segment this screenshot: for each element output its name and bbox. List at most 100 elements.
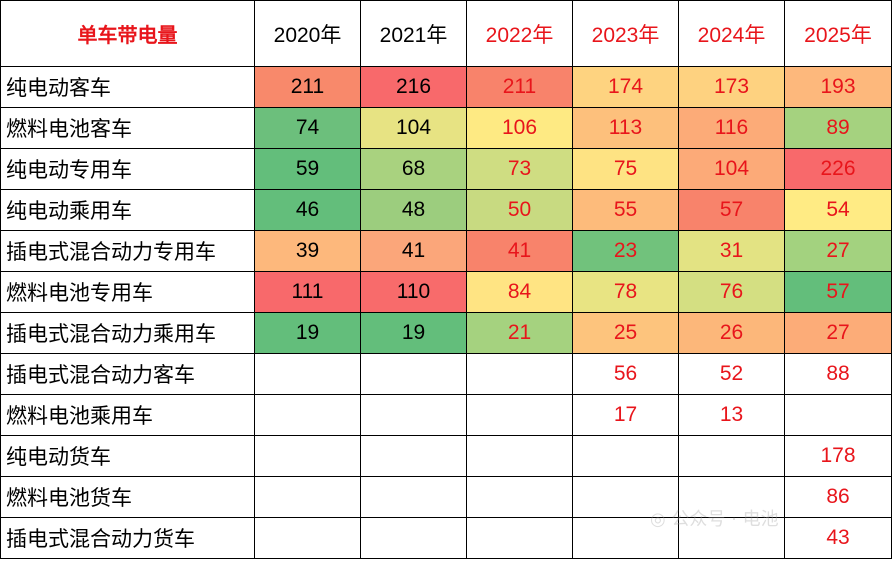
value-cell: 54 — [784, 189, 892, 231]
table-row: 燃料电池乘用车 17 13 — [0, 394, 892, 436]
value-cell: 110 — [360, 271, 467, 313]
value-cell: 68 — [360, 148, 467, 190]
value-cell — [254, 394, 361, 436]
row-label: 插电式混合动力乘用车 — [0, 312, 255, 354]
value-cell: 56 — [572, 353, 679, 395]
value-cell — [360, 517, 467, 559]
column-header-5: 2024年 — [678, 0, 785, 67]
value-cell: 39 — [254, 230, 361, 272]
row-label: 插电式混合动力客车 — [0, 353, 255, 395]
value-cell — [572, 517, 679, 559]
value-cell — [466, 517, 573, 559]
table-row: 纯电动乘用车 46 48 50 55 57 54 — [0, 189, 892, 231]
value-cell: 113 — [572, 107, 679, 149]
table-row: 纯电动客车 211 216 211 174 173 193 — [0, 66, 892, 108]
value-cell: 75 — [572, 148, 679, 190]
value-cell: 17 — [572, 394, 679, 436]
table-title: 单车带电量 — [0, 0, 255, 67]
value-cell — [254, 476, 361, 518]
value-cell — [360, 394, 467, 436]
value-cell: 27 — [784, 312, 892, 354]
value-cell: 26 — [678, 312, 785, 354]
value-cell: 193 — [784, 66, 892, 108]
value-cell: 104 — [678, 148, 785, 190]
value-cell: 226 — [784, 148, 892, 190]
value-cell: 31 — [678, 230, 785, 272]
value-cell: 116 — [678, 107, 785, 149]
value-cell: 21 — [466, 312, 573, 354]
value-cell: 86 — [784, 476, 892, 518]
value-cell: 174 — [572, 66, 679, 108]
row-label: 燃料电池乘用车 — [0, 394, 255, 436]
row-label: 燃料电池专用车 — [0, 271, 255, 313]
value-cell: 57 — [784, 271, 892, 313]
table-row: 燃料电池客车 74 104 106 113 116 89 — [0, 107, 892, 149]
value-cell — [678, 517, 785, 559]
value-cell: 78 — [572, 271, 679, 313]
value-cell — [466, 353, 573, 395]
value-cell: 59 — [254, 148, 361, 190]
row-label: 纯电动货车 — [0, 435, 255, 477]
value-cell: 19 — [360, 312, 467, 354]
value-cell — [254, 517, 361, 559]
value-cell: 46 — [254, 189, 361, 231]
value-cell — [678, 476, 785, 518]
value-cell: 111 — [254, 271, 361, 313]
table-body: 纯电动客车 211 216 211 174 173 193 燃料电池客车 74 104 106 113… — [0, 66, 892, 559]
value-cell — [572, 476, 679, 518]
value-cell: 211 — [466, 66, 573, 108]
table-row: 纯电动专用车 59 68 73 75 104 226 — [0, 148, 892, 190]
column-header-6: 2025年 — [784, 0, 892, 67]
value-cell: 52 — [678, 353, 785, 395]
value-cell: 23 — [572, 230, 679, 272]
value-cell: 216 — [360, 66, 467, 108]
row-label: 燃料电池货车 — [0, 476, 255, 518]
value-cell: 88 — [784, 353, 892, 395]
value-cell: 27 — [784, 230, 892, 272]
value-cell — [254, 353, 361, 395]
table-row: 插电式混合动力货车 43 — [0, 517, 892, 559]
value-cell: 50 — [466, 189, 573, 231]
value-cell: 57 — [678, 189, 785, 231]
value-cell: 84 — [466, 271, 573, 313]
column-header-4: 2023年 — [572, 0, 679, 67]
value-cell — [572, 435, 679, 477]
table-row: 插电式混合动力乘用车 19 19 21 25 26 27 — [0, 312, 892, 354]
value-cell — [360, 435, 467, 477]
value-cell — [784, 394, 892, 436]
row-label: 纯电动专用车 — [0, 148, 255, 190]
value-cell: 178 — [784, 435, 892, 477]
table-row: 插电式混合动力专用车 39 41 41 23 31 27 — [0, 230, 892, 272]
column-header-1: 2020年 — [254, 0, 361, 67]
value-cell: 106 — [466, 107, 573, 149]
row-label: 纯电动客车 — [0, 66, 255, 108]
value-cell: 76 — [678, 271, 785, 313]
header-row: 单车带电量 2020年 2021年 2022年 2023年 2024年 2025年 — [0, 0, 892, 67]
value-cell: 55 — [572, 189, 679, 231]
table-row: 燃料电池货车 86 — [0, 476, 892, 518]
value-cell — [466, 435, 573, 477]
value-cell: 73 — [466, 148, 573, 190]
table-row: 插电式混合动力客车 56 52 88 — [0, 353, 892, 395]
row-label: 纯电动乘用车 — [0, 189, 255, 231]
row-label: 插电式混合动力货车 — [0, 517, 255, 559]
column-header-3: 2022年 — [466, 0, 573, 67]
value-cell: 13 — [678, 394, 785, 436]
value-cell: 211 — [254, 66, 361, 108]
row-label: 插电式混合动力专用车 — [0, 230, 255, 272]
row-label: 燃料电池客车 — [0, 107, 255, 149]
value-cell — [360, 353, 467, 395]
value-cell — [466, 394, 573, 436]
value-cell — [360, 476, 467, 518]
table-row: 燃料电池专用车 111 110 84 78 76 57 — [0, 271, 892, 313]
value-cell: 41 — [360, 230, 467, 272]
value-cell — [254, 435, 361, 477]
value-cell: 41 — [466, 230, 573, 272]
column-header-2: 2021年 — [360, 0, 467, 67]
value-cell — [466, 476, 573, 518]
value-cell: 173 — [678, 66, 785, 108]
value-cell: 104 — [360, 107, 467, 149]
table-row: 纯电动货车 178 — [0, 435, 892, 477]
value-cell: 48 — [360, 189, 467, 231]
